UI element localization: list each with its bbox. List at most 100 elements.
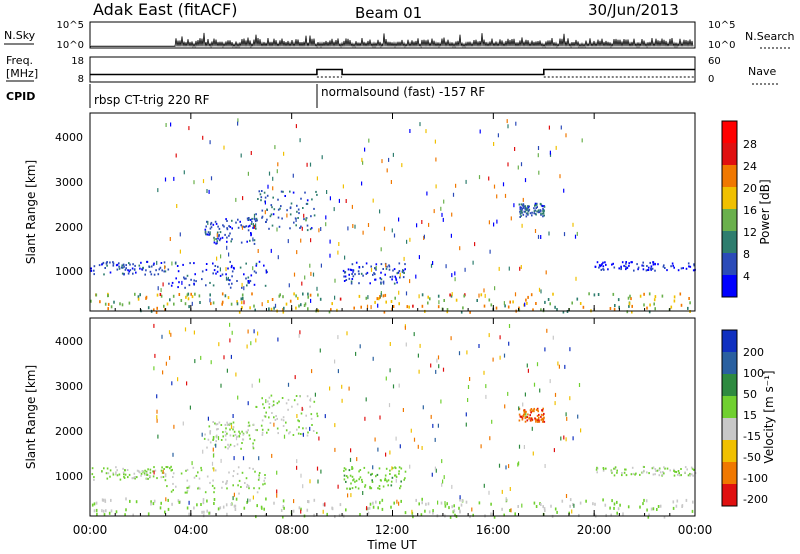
echo-cell [395, 278, 398, 281]
echo-cell [432, 423, 434, 428]
echo-cell [145, 295, 148, 299]
echo-cell [137, 297, 140, 301]
echo-cell [236, 300, 238, 304]
echo-cell [221, 302, 223, 306]
echo-cell [540, 289, 542, 294]
echo-cell [257, 331, 259, 336]
echo-cell [393, 233, 396, 238]
echo-cell [353, 306, 355, 310]
echo-cell [563, 232, 566, 237]
echo-cell [479, 129, 481, 134]
echo-cell [157, 286, 159, 291]
echo-cell [504, 193, 507, 198]
echo-cell [518, 444, 521, 449]
echo-cell [448, 506, 450, 510]
echo-cell [219, 506, 222, 510]
echo-cell [118, 262, 120, 265]
echo-cell [692, 468, 695, 471]
station-title: Adak East (fitACF) [93, 0, 237, 19]
echo-cell [625, 261, 627, 263]
echo-cell [622, 512, 624, 516]
echo-cell [350, 282, 353, 285]
echo-cell [215, 222, 218, 225]
echo-cell [367, 223, 370, 227]
echo-cell [515, 121, 517, 126]
echo-cell [189, 405, 191, 410]
echo-cell [395, 277, 397, 280]
echo-cell [107, 302, 110, 306]
echo-cell [609, 307, 612, 310]
echo-cell [452, 192, 455, 197]
echo-cell [610, 470, 613, 473]
echo-cell [237, 466, 240, 469]
freq-label-line1: Freq. [6, 54, 33, 67]
echo-cell [544, 464, 546, 468]
echo-cell [380, 282, 382, 285]
echo-cell [508, 266, 510, 271]
echo-cell [642, 268, 645, 271]
echo-cell [400, 499, 402, 503]
echo-cell [306, 395, 309, 398]
echo-cell [628, 264, 630, 267]
echo-cell [220, 383, 222, 388]
echo-cell [541, 205, 544, 208]
echo-cell [255, 213, 257, 216]
echo-cell [536, 210, 538, 213]
echo-cell [212, 284, 215, 287]
echo-cell [299, 330, 301, 335]
echo-cell [538, 170, 540, 175]
echo-cell [545, 270, 547, 275]
echo-cell [115, 471, 117, 474]
echo-cell [424, 509, 426, 513]
echo-cell [440, 501, 443, 505]
echo-cell [209, 140, 211, 145]
echo-cell [436, 358, 438, 363]
echo-cell [417, 444, 419, 449]
echo-cell [179, 232, 181, 237]
echo-cell [210, 221, 213, 224]
echo-cell [239, 266, 242, 269]
echo-cell [399, 485, 402, 488]
echo-cell [270, 307, 273, 311]
scattered-echoes [153, 322, 582, 515]
echo-cell [110, 498, 112, 502]
echo-cell [229, 286, 232, 289]
echo-cell [293, 221, 295, 224]
echo-cell [430, 363, 432, 368]
echo-cell [616, 471, 618, 474]
echo-cell [224, 233, 226, 236]
echo-cell [317, 479, 319, 484]
echo-cell [223, 225, 225, 228]
echo-cell [242, 433, 245, 436]
echo-cell [342, 184, 344, 189]
echo-cell [399, 272, 401, 277]
echo-cell [282, 416, 285, 419]
echo-cell [193, 506, 195, 510]
echo-cell [662, 265, 665, 268]
echo-cell [90, 299, 92, 303]
echo-cell [297, 217, 299, 219]
echo-cell [535, 207, 537, 210]
echo-cell [245, 262, 247, 265]
echo-cell [433, 209, 435, 214]
echo-cell [350, 269, 353, 272]
echo-cell [168, 330, 171, 335]
echo-cell [578, 513, 580, 517]
echo-cell [593, 293, 596, 297]
echo-cell [536, 362, 539, 367]
echo-cell [532, 308, 534, 312]
echo-cell [385, 452, 387, 457]
vel-cbar-tick-50: 50 [743, 388, 757, 401]
echo-cell [631, 304, 633, 308]
echo-cell [393, 282, 396, 285]
echo-cell [605, 263, 607, 266]
echo-cell [388, 265, 391, 268]
echo-cell [351, 468, 353, 470]
echo-cell [264, 210, 266, 215]
echo-cell [320, 263, 322, 268]
echo-cell [303, 304, 306, 307]
echo-cell [619, 503, 621, 507]
echo-cell [643, 466, 645, 468]
echo-cell [144, 469, 146, 472]
echo-cell [188, 284, 191, 287]
